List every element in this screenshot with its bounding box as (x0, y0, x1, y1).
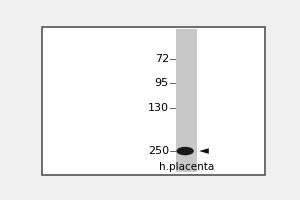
Text: 95: 95 (155, 78, 169, 88)
FancyBboxPatch shape (42, 27, 266, 175)
Ellipse shape (176, 147, 194, 155)
Text: h.placenta: h.placenta (159, 162, 214, 172)
Bar (176, 29, 197, 172)
Polygon shape (199, 148, 209, 154)
Text: 72: 72 (154, 54, 169, 64)
Text: 250: 250 (148, 146, 169, 156)
Text: 130: 130 (148, 103, 169, 113)
